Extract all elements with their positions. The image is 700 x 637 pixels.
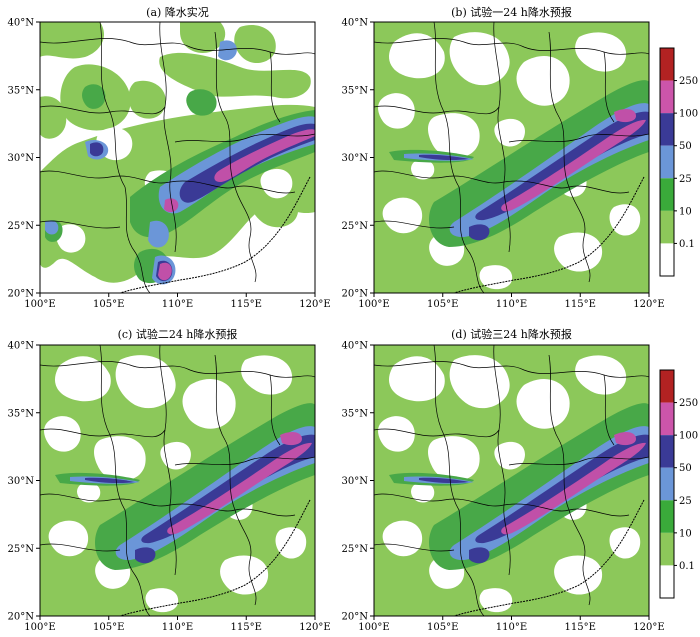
lat-tick-label: 25°N	[342, 221, 369, 232]
colorbar-swatch	[660, 370, 674, 403]
colorbar-label: 100	[679, 431, 698, 442]
colorbar-label: 25	[679, 496, 692, 507]
colorbars: 250 100 50 25 10 0.1 250 100 50 25 10 0.1	[659, 47, 698, 599]
colorbar-swatch	[660, 243, 674, 276]
map-panel-d	[374, 345, 649, 616]
lon-tick-label: 120°E	[299, 299, 330, 310]
colorbar-frame	[659, 47, 675, 277]
lon-tick-label: 105°E	[427, 299, 458, 310]
lat-tick-label: 35°N	[8, 408, 35, 419]
lon-tick-label: 120°E	[299, 622, 330, 633]
lat-tick-label: 25°N	[8, 221, 35, 232]
lat-tick-label: 30°N	[8, 153, 35, 164]
lon-tick-label: 115°E	[231, 299, 262, 310]
lon-tick-label: 105°E	[427, 622, 458, 633]
colorbar-swatch	[660, 532, 674, 566]
lon-tick-label: 110°E	[162, 299, 193, 310]
lat-tick-label: 30°N	[8, 476, 35, 487]
panel-title-b: (b) 试验一24 h降水预报	[451, 6, 572, 19]
lat-tick-label: 20°N	[8, 289, 35, 300]
colorbar-swatch	[660, 178, 674, 211]
lon-tick-label: 120°E	[633, 622, 664, 633]
colorbar-label: 10	[679, 206, 692, 217]
lon-tick-label: 110°E	[496, 299, 527, 310]
colorbar-swatch	[660, 565, 674, 598]
colorbar-label: 25	[679, 174, 692, 185]
axis-ticks: 100°E 105°E 110°E 115°E 120°E 40°N 35°N 30°N 25°…	[8, 18, 665, 634]
lat-tick-label: 40°N	[342, 341, 369, 352]
lat-tick-label: 40°N	[8, 341, 35, 352]
lon-tick-label: 105°E	[93, 299, 124, 310]
lat-tick-label: 25°N	[342, 544, 369, 555]
lat-tick-label: 25°N	[8, 544, 35, 555]
colorbar-label: 100	[679, 109, 698, 120]
lon-tick-label: 115°E	[565, 299, 596, 310]
colorbar-swatch	[660, 435, 674, 468]
lon-tick-label: 110°E	[162, 622, 193, 633]
lat-tick-label: 35°N	[342, 85, 369, 96]
colorbar-label: 10	[679, 528, 692, 539]
colorbar-swatch	[660, 467, 674, 501]
lon-tick-label: 100°E	[358, 299, 389, 310]
lon-tick-label: 115°E	[565, 622, 596, 633]
lon-tick-label: 110°E	[496, 622, 527, 633]
colorbar-label: 250	[679, 398, 698, 409]
colorbar-label: 50	[679, 141, 692, 152]
lon-tick-label: 120°E	[633, 299, 664, 310]
panel-title-d: (d) 试验三24 h降水预报	[451, 328, 572, 341]
colorbar-swatch	[660, 145, 674, 179]
panel-title-c: (c) 试验二24 h降水预报	[117, 328, 238, 341]
lat-tick-label: 30°N	[342, 476, 369, 487]
lon-tick-label: 100°E	[24, 622, 55, 633]
lat-tick-label: 35°N	[342, 408, 369, 419]
lat-tick-label: 40°N	[8, 18, 35, 29]
colorbar-swatch	[660, 500, 674, 533]
colorbar-label: 0.1	[679, 239, 695, 250]
lat-tick-label: 20°N	[8, 612, 35, 623]
map-panel-a	[40, 22, 315, 293]
lon-tick-label: 100°E	[358, 622, 389, 633]
lat-tick-label: 20°N	[342, 612, 369, 623]
colorbar-swatch	[660, 402, 674, 436]
map-panel-b	[374, 22, 649, 293]
colorbar-label: 0.1	[679, 561, 695, 572]
lon-tick-label: 100°E	[24, 299, 55, 310]
lat-tick-label: 40°N	[342, 18, 369, 29]
colorbar-label: 250	[679, 76, 698, 87]
lon-tick-label: 105°E	[93, 622, 124, 633]
map-panel-c	[40, 345, 315, 616]
lon-tick-label: 115°E	[231, 622, 262, 633]
colorbar-label: 50	[679, 463, 692, 474]
colorbar-swatch	[660, 113, 674, 146]
lat-tick-label: 35°N	[8, 85, 35, 96]
colorbar-swatch	[660, 210, 674, 244]
colorbar-frame	[659, 369, 675, 599]
panel-title-a: (a) 降水实况	[146, 6, 209, 19]
lat-tick-label: 20°N	[342, 289, 369, 300]
colorbar-swatch	[660, 48, 674, 81]
lat-tick-label: 30°N	[342, 153, 369, 164]
colorbar-swatch	[660, 80, 674, 114]
